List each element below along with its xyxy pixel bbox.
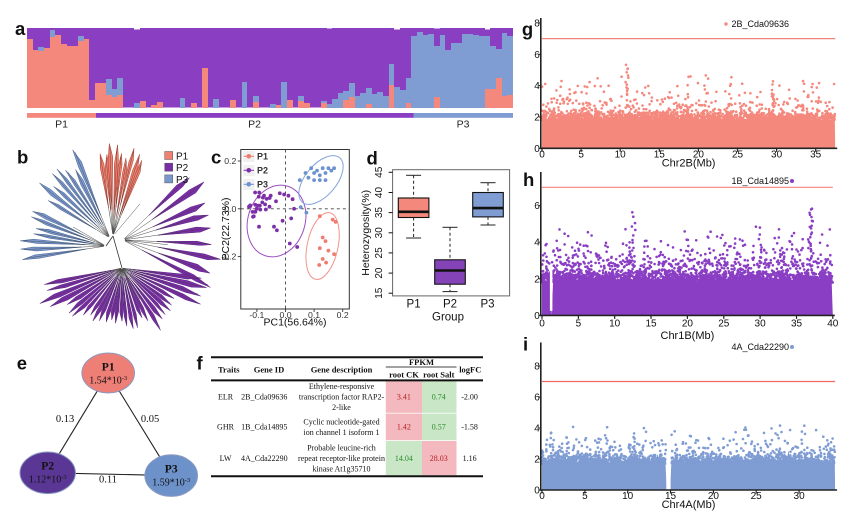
svg-text:5: 5 xyxy=(578,149,584,160)
svg-text:P3: P3 xyxy=(176,175,189,186)
svg-text:P3: P3 xyxy=(257,180,268,190)
svg-text:15: 15 xyxy=(374,287,385,299)
svg-text:Cyclic nucleotide-gated: Cyclic nucleotide-gated xyxy=(303,418,379,427)
svg-text:PC1(56.64%): PC1(56.64%) xyxy=(263,317,326,329)
svg-text:0.13: 0.13 xyxy=(56,414,74,425)
svg-text:kinase At1g35710: kinase At1g35710 xyxy=(313,465,371,474)
svg-text:28.03: 28.03 xyxy=(430,454,448,463)
svg-text:P3: P3 xyxy=(480,299,494,311)
svg-text:1.16: 1.16 xyxy=(463,454,477,463)
svg-text:P1: P1 xyxy=(176,152,189,163)
svg-text:-0.1: -0.1 xyxy=(249,310,264,320)
svg-text:ELR: ELR xyxy=(218,393,234,402)
svg-text:LW: LW xyxy=(220,454,232,463)
svg-text:PC2(22.73%): PC2(22.73%) xyxy=(220,197,232,260)
svg-text:P1: P1 xyxy=(257,152,268,162)
svg-text:40: 40 xyxy=(374,187,385,199)
svg-text:40: 40 xyxy=(827,318,839,329)
svg-text:25: 25 xyxy=(718,318,730,329)
svg-text:15: 15 xyxy=(654,149,666,160)
svg-text:0.2: 0.2 xyxy=(224,156,236,166)
svg-text:30: 30 xyxy=(374,227,385,239)
svg-text:0.0: 0.0 xyxy=(279,310,291,320)
svg-text:10: 10 xyxy=(609,318,621,329)
svg-text:root Salt: root Salt xyxy=(423,369,454,379)
svg-text:P2: P2 xyxy=(41,461,54,473)
svg-text:15: 15 xyxy=(645,318,657,329)
svg-text:P2: P2 xyxy=(248,119,261,131)
svg-text:Gene ID: Gene ID xyxy=(254,365,284,375)
svg-text:0: 0 xyxy=(539,318,545,329)
svg-text:1B_Cda14895: 1B_Cda14895 xyxy=(732,176,790,186)
svg-text:Gene description: Gene description xyxy=(311,365,373,375)
svg-text:4: 4 xyxy=(534,238,540,249)
svg-text:P1: P1 xyxy=(55,119,68,131)
svg-text:P1: P1 xyxy=(407,299,421,311)
svg-text:8: 8 xyxy=(534,18,540,29)
svg-text:repeat receptor-like protein: repeat receptor-like protein xyxy=(298,454,385,463)
svg-text:10: 10 xyxy=(615,149,627,160)
svg-text:3.41: 3.41 xyxy=(397,393,411,402)
svg-text:25: 25 xyxy=(732,149,744,160)
svg-text:0: 0 xyxy=(539,149,545,160)
svg-text:1.54*10-3: 1.54*10-3 xyxy=(89,375,127,387)
svg-text:P2: P2 xyxy=(176,163,189,174)
svg-text:30: 30 xyxy=(771,149,783,160)
svg-text:Ethylene-responsive: Ethylene-responsive xyxy=(309,382,375,391)
svg-text:20: 20 xyxy=(374,267,385,279)
svg-text:0.11: 0.11 xyxy=(99,475,117,486)
svg-text:2B_Cda09636: 2B_Cda09636 xyxy=(732,19,790,29)
svg-text:2B_Cda09636: 2B_Cda09636 xyxy=(241,393,287,402)
svg-text:2-like: 2-like xyxy=(332,403,351,412)
svg-text:0.05: 0.05 xyxy=(141,414,159,425)
svg-text:5: 5 xyxy=(576,318,582,329)
svg-text:logFC: logFC xyxy=(459,365,481,375)
svg-text:Chr2B(Mb): Chr2B(Mb) xyxy=(662,157,716,169)
svg-text:P3: P3 xyxy=(165,464,178,476)
svg-text:0.74: 0.74 xyxy=(432,393,446,402)
svg-text:1.59*10-3: 1.59*10-3 xyxy=(152,477,190,489)
svg-text:0.0: 0.0 xyxy=(224,204,236,214)
svg-text:Chr1B(Mb): Chr1B(Mb) xyxy=(661,330,715,342)
svg-text:2: 2 xyxy=(534,274,540,285)
svg-text:Heterozygosity(%): Heterozygosity(%) xyxy=(360,190,372,276)
svg-text:P3: P3 xyxy=(457,119,470,131)
svg-text:Traits: Traits xyxy=(218,365,240,375)
svg-text:Probable leucine-rich: Probable leucine-rich xyxy=(307,444,376,453)
svg-text:ion channel 1 isoform 1: ion channel 1 isoform 1 xyxy=(304,428,380,437)
svg-text:P1: P1 xyxy=(102,362,115,374)
svg-text:1.12*10-3: 1.12*10-3 xyxy=(29,474,67,486)
svg-text:35: 35 xyxy=(810,149,822,160)
svg-text:P2: P2 xyxy=(443,299,457,311)
svg-text:P2: P2 xyxy=(257,166,268,176)
svg-text:35: 35 xyxy=(791,318,803,329)
svg-text:20: 20 xyxy=(693,149,705,160)
svg-text:6: 6 xyxy=(534,50,540,61)
svg-text:0: 0 xyxy=(534,311,540,322)
svg-text:14.04: 14.04 xyxy=(395,454,413,463)
svg-text:root CK: root CK xyxy=(389,369,419,379)
svg-text:FPKM: FPKM xyxy=(409,357,434,367)
svg-text:4A_Cda22290: 4A_Cda22290 xyxy=(241,454,288,463)
svg-text:transcription factor RAP2-: transcription factor RAP2- xyxy=(299,393,385,402)
svg-text:45: 45 xyxy=(374,166,385,178)
svg-text:20: 20 xyxy=(682,318,694,329)
svg-text:0: 0 xyxy=(534,144,540,155)
svg-text:0.1: 0.1 xyxy=(308,310,320,320)
svg-text:GHR: GHR xyxy=(217,423,235,432)
svg-text:30: 30 xyxy=(755,318,767,329)
svg-text:1B_Cda14895: 1B_Cda14895 xyxy=(241,423,287,432)
svg-text:-0.2: -0.2 xyxy=(221,252,236,262)
svg-text:1.42: 1.42 xyxy=(397,423,411,432)
svg-text:6: 6 xyxy=(534,201,540,212)
svg-text:-1.58: -1.58 xyxy=(461,423,478,432)
svg-text:Group: Group xyxy=(432,312,464,324)
svg-text:25: 25 xyxy=(374,247,385,259)
svg-text:0.57: 0.57 xyxy=(432,423,446,432)
svg-text:0.2: 0.2 xyxy=(337,310,349,320)
svg-text:4: 4 xyxy=(534,81,540,92)
svg-text:-2.00: -2.00 xyxy=(461,393,478,402)
svg-text:2: 2 xyxy=(534,113,540,124)
svg-text:35: 35 xyxy=(374,207,385,219)
